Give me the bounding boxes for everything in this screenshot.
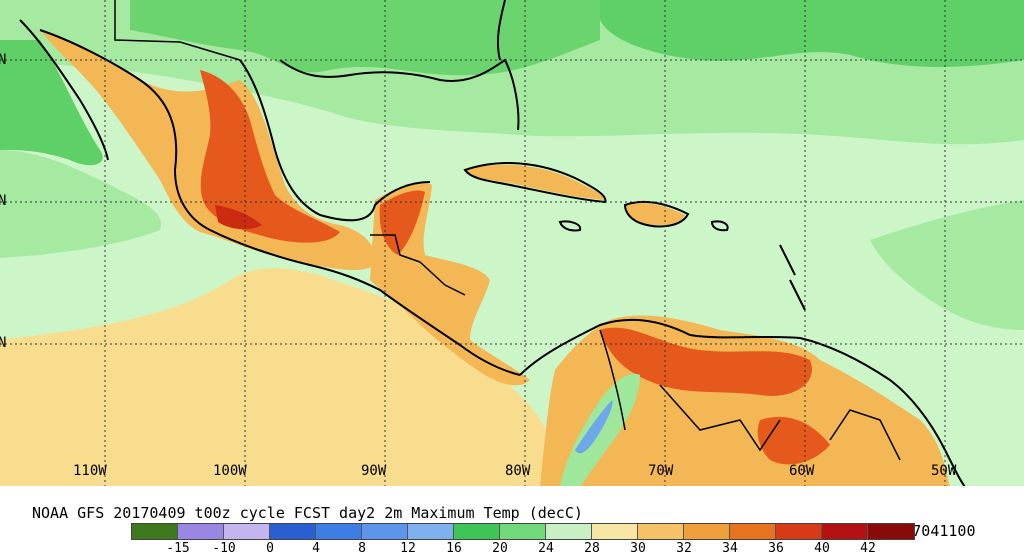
legend-tick-label: 0 bbox=[266, 541, 274, 556]
andes-cold-strip bbox=[575, 400, 613, 454]
legend-tick-label: 42 bbox=[860, 541, 876, 556]
legend-swatch bbox=[408, 524, 454, 539]
temperature-map: 110W 100W 90W 80W 70W 60W 50W N N N bbox=[0, 0, 1024, 487]
legend-tick-label: 12 bbox=[400, 541, 416, 556]
lon-label-80w: 80W bbox=[505, 463, 531, 479]
atlantic-light-band bbox=[870, 200, 1024, 330]
lon-label-60w: 60W bbox=[789, 463, 815, 479]
lat-label-3: N bbox=[0, 335, 7, 351]
legend-swatch bbox=[730, 524, 776, 539]
graticule bbox=[0, 0, 1024, 487]
guiana-hot-area bbox=[757, 416, 830, 465]
legend-tick-label: 30 bbox=[630, 541, 646, 556]
legend-swatch bbox=[868, 524, 914, 539]
legend-tick-label: 4 bbox=[312, 541, 320, 556]
legend-swatch bbox=[684, 524, 730, 539]
map-caption: NOAA GFS 20170409 t00z cycle FCST day2 2… bbox=[0, 486, 1024, 540]
legend-tick-label: -15 bbox=[166, 541, 190, 556]
legend-swatch bbox=[178, 524, 224, 539]
caption-title: NOAA GFS 20170409 t00z cycle FCST day2 2… bbox=[32, 504, 583, 522]
legend-swatch bbox=[224, 524, 270, 539]
legend-tick-label: 36 bbox=[768, 541, 784, 556]
atlantic-green-region bbox=[600, 0, 1024, 67]
lon-label-100w: 100W bbox=[213, 463, 247, 479]
legend-swatch bbox=[592, 524, 638, 539]
legend-tick-label: 40 bbox=[814, 541, 830, 556]
legend-tick-label: 20 bbox=[492, 541, 508, 556]
legend-swatch bbox=[362, 524, 408, 539]
legend-tick-label: 8 bbox=[358, 541, 366, 556]
country-borders bbox=[114, 0, 901, 461]
legend-swatch bbox=[822, 524, 868, 539]
coastlines bbox=[19, 0, 966, 487]
yucatan-hot-area bbox=[379, 190, 425, 255]
lat-label-1: N bbox=[0, 52, 7, 68]
hispaniola-warm bbox=[625, 203, 685, 226]
legend-swatch bbox=[316, 524, 362, 539]
legend-swatch bbox=[546, 524, 592, 539]
pacific-light-band bbox=[0, 150, 161, 258]
venezuela-hot-area bbox=[600, 327, 812, 396]
lon-label-90w: 90W bbox=[361, 463, 387, 479]
legend-tick-label: 28 bbox=[584, 541, 600, 556]
legend-tick-label: 24 bbox=[538, 541, 554, 556]
lat-label-2: N bbox=[0, 193, 7, 209]
legend-tick-label: 34 bbox=[722, 541, 738, 556]
legend-swatch bbox=[776, 524, 822, 539]
lon-label-70w: 70W bbox=[648, 463, 674, 479]
map-canvas bbox=[0, 0, 1024, 487]
temperature-legend bbox=[131, 523, 915, 540]
us-green-region bbox=[130, 0, 600, 76]
lon-label-50w: 50W bbox=[931, 463, 957, 479]
legend-tick-label: 16 bbox=[446, 541, 462, 556]
mexico-hot-area bbox=[200, 70, 340, 243]
legend-swatch bbox=[638, 524, 684, 539]
legend-swatch bbox=[500, 524, 546, 539]
legend-swatch bbox=[270, 524, 316, 539]
legend-tick-label: -10 bbox=[212, 541, 236, 556]
legend-swatch bbox=[454, 524, 500, 539]
legend-tick-label: 32 bbox=[676, 541, 692, 556]
pacific-green-region bbox=[0, 40, 103, 166]
legend-swatch bbox=[132, 524, 178, 539]
mexico-hottest-area bbox=[215, 205, 262, 230]
cuba-warm bbox=[465, 164, 605, 200]
lon-label-110w: 110W bbox=[73, 463, 107, 479]
